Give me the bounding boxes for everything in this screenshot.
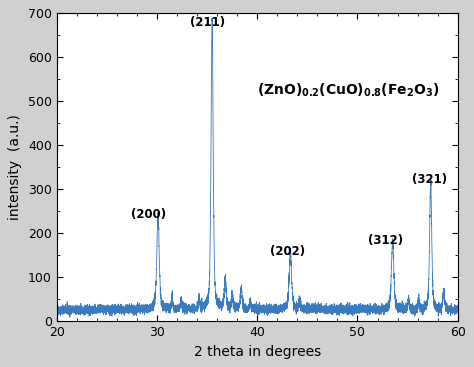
Text: (312): (312) [368, 235, 403, 247]
Y-axis label: intensity  (a.u.): intensity (a.u.) [9, 115, 22, 220]
Text: (200): (200) [131, 208, 166, 221]
X-axis label: 2 theta in degrees: 2 theta in degrees [193, 345, 321, 359]
Text: (321): (321) [412, 173, 447, 186]
Text: $\mathbf{(ZnO)_{0.2}(CuO)_{0.8}(Fe_2O_3)}$: $\mathbf{(ZnO)_{0.2}(CuO)_{0.8}(Fe_2O_3)… [257, 81, 440, 99]
Text: (211): (211) [190, 16, 225, 29]
Text: (202): (202) [270, 246, 305, 258]
